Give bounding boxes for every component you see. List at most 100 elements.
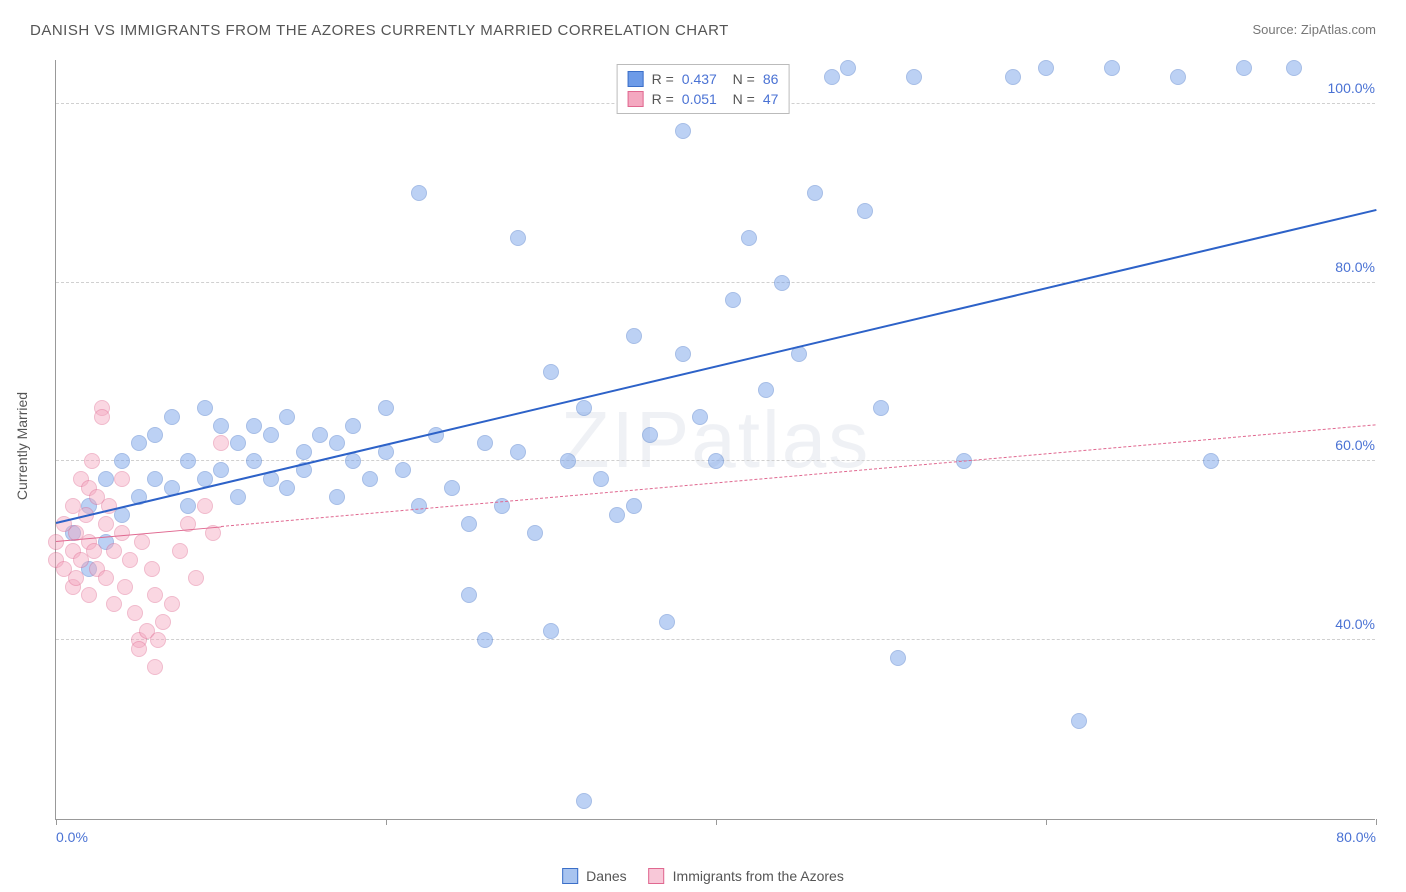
scatter-point	[230, 435, 246, 451]
scatter-point	[68, 570, 84, 586]
series-legend: Danes Immigrants from the Azores	[562, 868, 844, 884]
scatter-point	[543, 364, 559, 380]
scatter-point	[180, 498, 196, 514]
legend-swatch	[649, 868, 665, 884]
scatter-point	[774, 275, 790, 291]
y-tick-label: 100.0%	[1328, 80, 1377, 96]
scatter-point	[543, 623, 559, 639]
scatter-point	[155, 614, 171, 630]
scatter-point	[246, 453, 262, 469]
scatter-point	[147, 471, 163, 487]
scatter-point	[675, 346, 691, 362]
scatter-point	[213, 418, 229, 434]
scatter-point	[758, 382, 774, 398]
scatter-point	[1071, 713, 1087, 729]
y-tick-label: 40.0%	[1335, 616, 1377, 632]
scatter-point	[122, 552, 138, 568]
scatter-point	[675, 123, 691, 139]
scatter-point	[131, 435, 147, 451]
x-tick	[1376, 819, 1377, 825]
scatter-point	[725, 292, 741, 308]
chart-title: DANISH VS IMMIGRANTS FROM THE AZORES CUR…	[30, 22, 729, 39]
scatter-point	[180, 453, 196, 469]
scatter-point	[86, 543, 102, 559]
scatter-point	[345, 418, 361, 434]
scatter-point	[172, 543, 188, 559]
legend-r-label: R =	[652, 91, 674, 107]
scatter-point	[461, 516, 477, 532]
scatter-point	[642, 427, 658, 443]
scatter-point	[296, 444, 312, 460]
y-axis-label: Currently Married	[14, 392, 30, 500]
scatter-point	[362, 471, 378, 487]
legend-n-value: 86	[763, 71, 779, 87]
scatter-point	[411, 498, 427, 514]
chart-plot-area: ZIPatlas 40.0%60.0%80.0%100.0%0.0%80.0%	[55, 60, 1375, 820]
scatter-point	[906, 69, 922, 85]
scatter-point	[98, 471, 114, 487]
scatter-point	[246, 418, 262, 434]
scatter-point	[81, 587, 97, 603]
gridline	[56, 639, 1375, 640]
scatter-point	[807, 185, 823, 201]
scatter-point	[197, 498, 213, 514]
scatter-point	[477, 632, 493, 648]
x-tick	[1046, 819, 1047, 825]
scatter-point	[824, 69, 840, 85]
scatter-point	[444, 480, 460, 496]
scatter-point	[188, 570, 204, 586]
scatter-point	[150, 632, 166, 648]
scatter-point	[1170, 69, 1186, 85]
trend-line	[221, 425, 1376, 528]
scatter-point	[1005, 69, 1021, 85]
scatter-point	[117, 579, 133, 595]
legend-label: Danes	[586, 868, 626, 884]
scatter-point	[873, 400, 889, 416]
scatter-point	[98, 570, 114, 586]
scatter-point	[609, 507, 625, 523]
scatter-point	[1203, 453, 1219, 469]
scatter-point	[106, 596, 122, 612]
scatter-point	[708, 453, 724, 469]
watermark-text: ZIPatlas	[561, 394, 870, 486]
scatter-point	[593, 471, 609, 487]
scatter-point	[840, 60, 856, 76]
scatter-point	[213, 462, 229, 478]
gridline	[56, 282, 1375, 283]
trend-line	[56, 209, 1376, 524]
x-tick	[716, 819, 717, 825]
scatter-point	[98, 516, 114, 532]
scatter-point	[741, 230, 757, 246]
scatter-point	[329, 489, 345, 505]
legend-row: R = 0.437 N = 86	[628, 69, 779, 89]
legend-n-label: N =	[725, 71, 755, 87]
scatter-point	[131, 641, 147, 657]
scatter-point	[411, 185, 427, 201]
scatter-point	[329, 435, 345, 451]
scatter-point	[1104, 60, 1120, 76]
x-tick-label: 80.0%	[1336, 829, 1376, 845]
scatter-point	[164, 596, 180, 612]
scatter-point	[395, 462, 411, 478]
scatter-point	[197, 400, 213, 416]
scatter-point	[312, 427, 328, 443]
scatter-point	[626, 328, 642, 344]
legend-row: R = 0.051 N = 47	[628, 89, 779, 109]
scatter-point	[114, 525, 130, 541]
legend-swatch	[562, 868, 578, 884]
scatter-point	[114, 471, 130, 487]
scatter-point	[345, 453, 361, 469]
scatter-point	[134, 534, 150, 550]
scatter-point	[510, 230, 526, 246]
scatter-point	[857, 203, 873, 219]
scatter-point	[560, 453, 576, 469]
scatter-point	[378, 400, 394, 416]
scatter-point	[263, 427, 279, 443]
scatter-point	[106, 543, 122, 559]
x-tick	[386, 819, 387, 825]
legend-item: Immigrants from the Azores	[649, 868, 844, 884]
legend-r-value: 0.437	[682, 71, 717, 87]
scatter-point	[127, 605, 143, 621]
scatter-point	[164, 409, 180, 425]
scatter-point	[659, 614, 675, 630]
